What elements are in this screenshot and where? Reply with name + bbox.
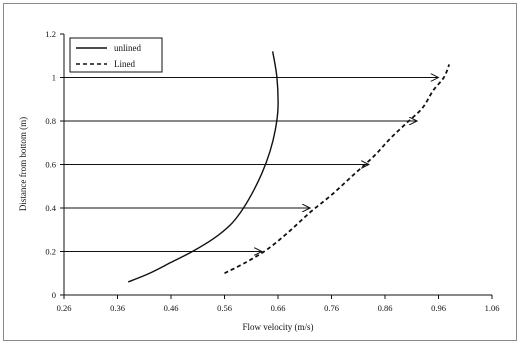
x-tick-label: 0.56 [217,303,232,313]
y-tick-label: 0.8 [45,116,56,126]
series-layer [127,51,451,283]
x-tick-label: 0.96 [431,303,446,313]
legend-lined-label: Lined [114,59,135,69]
arrows-layer [64,78,439,252]
x-tick-label: 1.06 [485,303,500,313]
series-line-lined [224,64,451,275]
y-tick-label: 0 [52,290,56,300]
x-tick-label: 0.86 [378,303,393,313]
x-tick-label: 0.26 [57,303,72,313]
legend-box [69,37,163,73]
x-tick-label: 0.36 [110,303,125,313]
series-line-unlined [127,51,279,283]
y-tick-label: 0.2 [45,247,56,257]
y-tick-label: 1.2 [45,29,56,39]
legend: unlined Lined [69,37,163,73]
velocity-profile-chart: 0 0.2 0.4 0.6 0.8 1 1.2 0.26 0.36 0.46 0.56 0.66 0.7… [18,29,499,332]
legend-unlined-label: unlined [114,43,141,53]
x-axis-title: Flow velocity (m/s) [243,322,314,332]
y-tick-label: 0.4 [45,203,56,213]
y-axis-title: Distance from bottom (m) [18,117,28,211]
y-tick-label: 1 [52,73,56,83]
x-tick-label: 0.46 [164,303,179,313]
ticks-layer: 0 0.2 0.4 0.6 0.8 1 1.2 0.26 0.36 0.46 0.56 0.66 0.7… [45,29,499,313]
x-tick-label: 0.66 [271,303,286,313]
y-tick-label: 0.6 [45,160,56,170]
x-tick-label: 0.76 [324,303,339,313]
chart-frame: 0 0.2 0.4 0.6 0.8 1 1.2 0.26 0.36 0.46 0.56 0.66 0.7… [3,3,517,341]
